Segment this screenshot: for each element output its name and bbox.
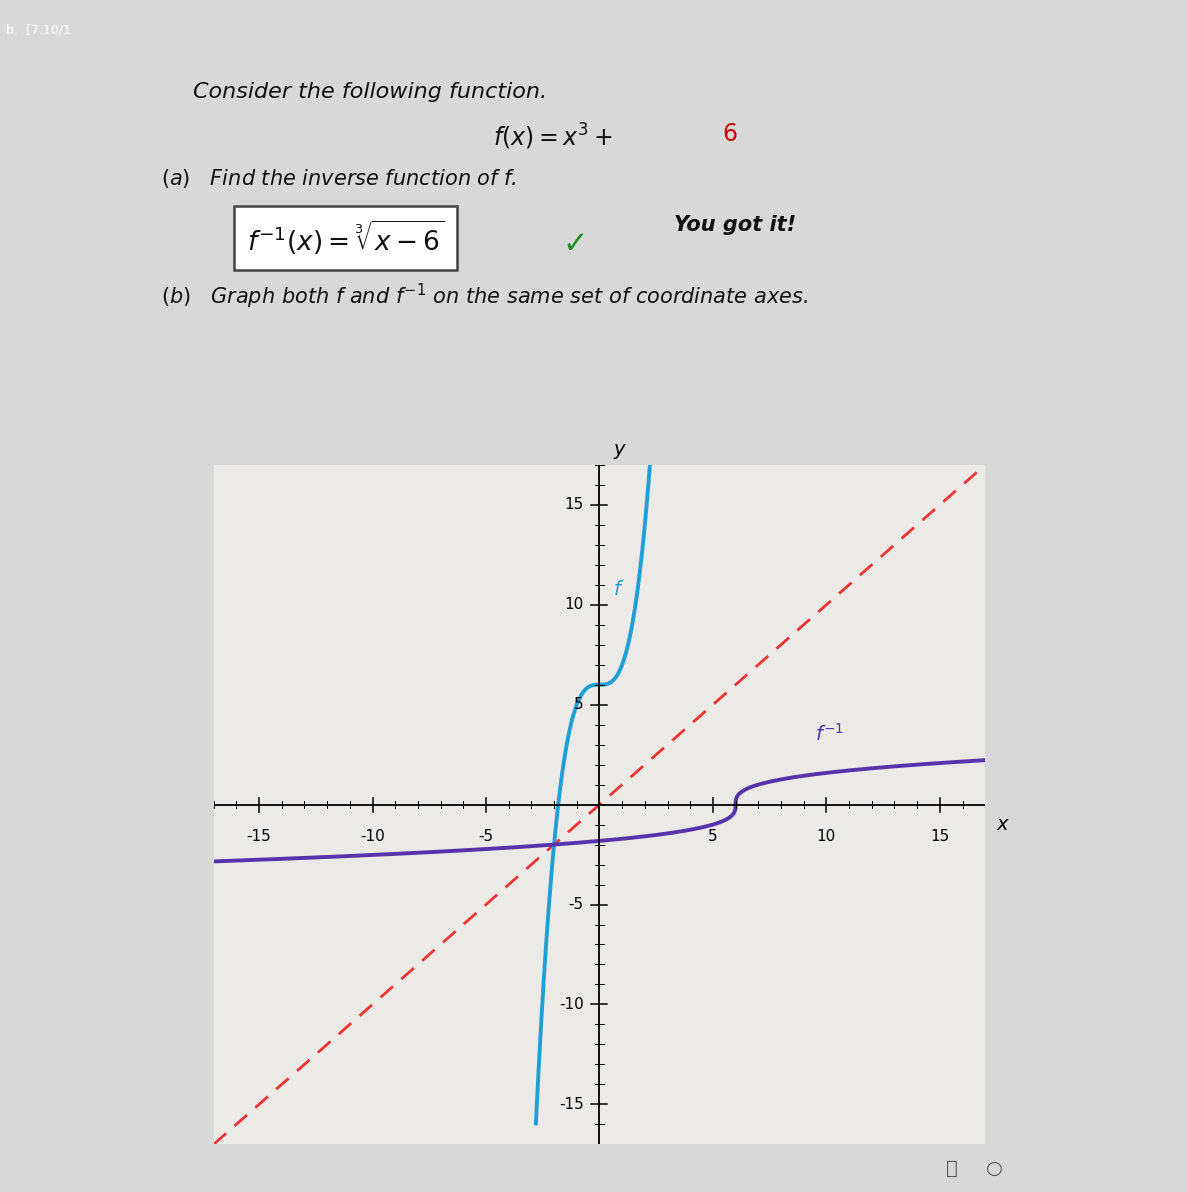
Text: ✓: ✓ [563,230,588,259]
Text: 5: 5 [575,697,584,712]
Text: -15: -15 [247,828,272,844]
Text: You got it!: You got it! [674,216,796,235]
Text: $6$: $6$ [722,122,738,145]
Text: -5: -5 [478,828,494,844]
Text: Consider the following function.: Consider the following function. [193,82,547,103]
Text: $f(x) = x^3 + \mathbf{}$: $f(x) = x^3 + \mathbf{}$ [493,122,612,153]
Text: -10: -10 [360,828,385,844]
Text: -10: -10 [559,997,584,1012]
Text: $x$: $x$ [996,814,1010,833]
Text: $y$: $y$ [612,442,627,461]
Text: $(a)$   Find the inverse function of $f$.: $(a)$ Find the inverse function of $f$. [161,168,518,191]
Text: $(b)$   Graph both $f$ and $f^{-1}$ on the same set of coordinate axes.: $(b)$ Graph both $f$ and $f^{-1}$ on the… [161,281,808,310]
Text: 10: 10 [817,828,836,844]
Text: $f$: $f$ [612,579,624,598]
Text: 5: 5 [709,828,718,844]
Text: 15: 15 [564,497,584,513]
Text: $f^{-1}$: $f^{-1}$ [815,722,844,745]
Text: ⓘ: ⓘ [946,1159,958,1178]
Text: 10: 10 [564,597,584,613]
Text: -15: -15 [559,1097,584,1112]
Text: 15: 15 [931,828,950,844]
Text: $f^{-1}(x) = \sqrt[3]{x-6}$: $f^{-1}(x) = \sqrt[3]{x-6}$ [247,218,444,257]
Text: b.  [7.10/1: b. [7.10/1 [6,24,71,37]
Text: ○: ○ [986,1159,1003,1178]
Text: -5: -5 [569,898,584,912]
